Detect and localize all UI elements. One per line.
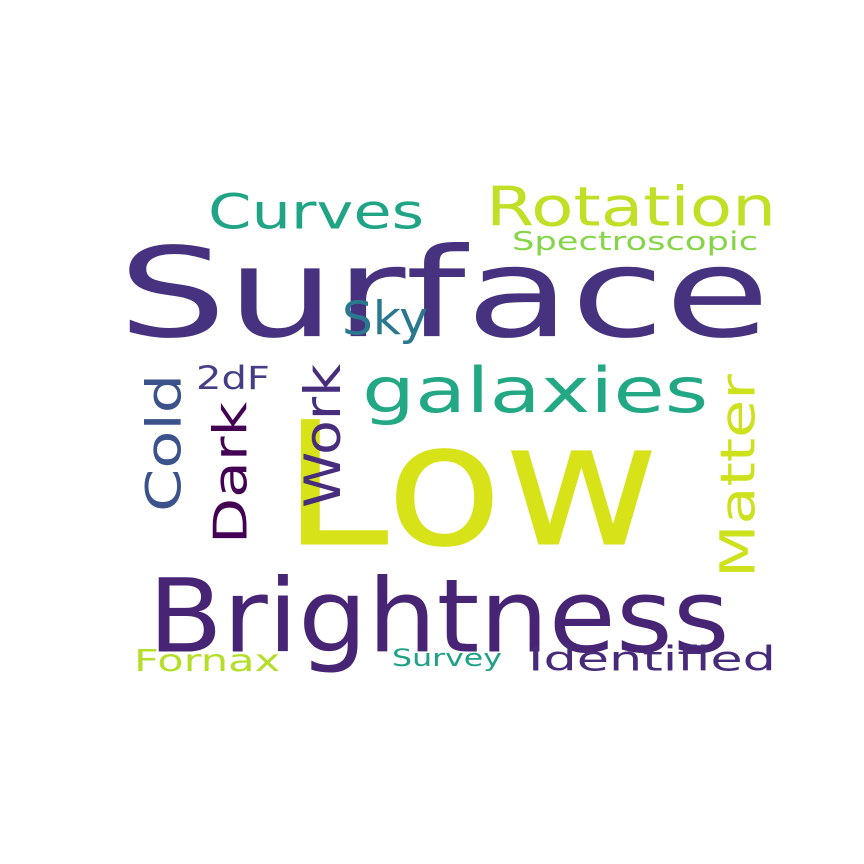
word-matter: Matter — [709, 374, 766, 578]
word-dark: Dark — [203, 401, 258, 544]
word-curves: Curves — [208, 183, 425, 240]
word-rotation: Rotation — [486, 175, 777, 239]
word-low: Low — [282, 384, 660, 586]
word-brightness: Brightness — [148, 556, 730, 677]
word-surface: Surface — [118, 220, 770, 366]
word-2df: 2dF — [196, 359, 270, 397]
word-cold: Cold — [135, 373, 192, 512]
word-fornax: Fornax — [134, 643, 281, 679]
word-sky: Sky — [342, 291, 429, 346]
word-identified: Identified — [528, 638, 776, 679]
word-work: Work — [293, 363, 353, 508]
word-survey: Survey — [392, 643, 502, 672]
word-galaxies: galaxies — [362, 354, 709, 427]
word-spectroscopic: Spectroscopic — [512, 225, 759, 257]
